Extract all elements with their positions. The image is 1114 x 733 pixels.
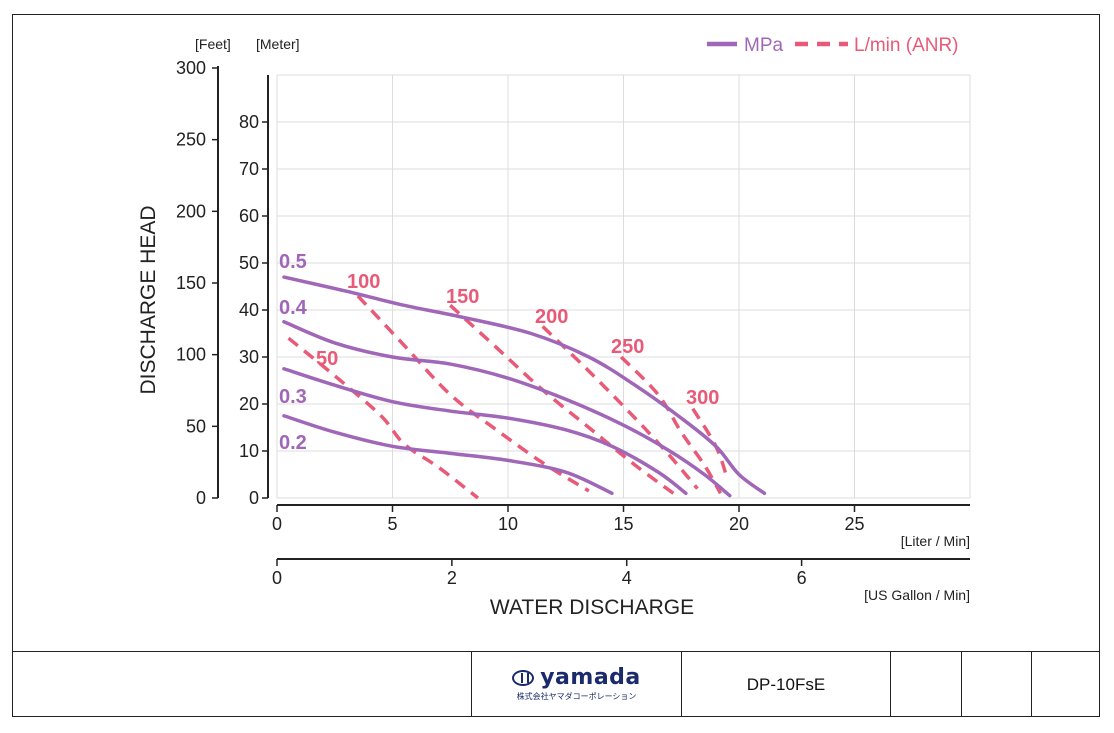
pressure-label-0.3: 0.3 xyxy=(279,386,307,408)
gallon-unit-label: [US Gallon / Min] xyxy=(864,587,970,603)
empty-cell xyxy=(1031,652,1100,717)
pressure-line-0.2 xyxy=(282,414,614,496)
pressure-label-0.5: 0.5 xyxy=(279,251,307,273)
logo-word: yamada xyxy=(540,665,641,690)
airflow-line-150 xyxy=(449,304,678,498)
logo-cell: yamada 株式会社ヤマダコーポレーション xyxy=(471,652,681,717)
legend-airflow-label: L/min (ANR) xyxy=(854,35,959,56)
pressure-line-0.5 xyxy=(282,275,767,496)
feet-tick-label: 300 xyxy=(176,58,206,78)
feet-tick-label: 0 xyxy=(196,488,206,508)
meter-tick-label: 0 xyxy=(249,488,259,508)
model-number: DP-10FsE xyxy=(681,652,890,717)
feet-tick-label: 200 xyxy=(176,201,206,221)
airflow-label-50: 50 xyxy=(316,348,338,370)
empty-cell xyxy=(890,652,961,717)
logo-subtitle: 株式会社ヤマダコーポレーション xyxy=(516,692,637,701)
feet-tick-label: 150 xyxy=(176,273,206,293)
airflow-line-200 xyxy=(541,325,699,490)
pressure-line-0.3 xyxy=(282,367,688,496)
meter-tick-label: 30 xyxy=(239,347,259,367)
feet-tick-label: 100 xyxy=(176,345,206,365)
meter-tick-label: 20 xyxy=(239,394,259,414)
liter-tick-label: 10 xyxy=(498,514,518,534)
logo: yamada xyxy=(512,667,641,689)
liter-tick-label: 0 xyxy=(272,514,282,534)
meter-tick-label: 10 xyxy=(239,441,259,461)
title-block: yamada 株式会社ヤマダコーポレーション DP-10FsE xyxy=(12,651,1100,717)
x-axis-title: WATER DISCHARGE xyxy=(490,596,694,619)
airflow-label-200: 200 xyxy=(535,306,568,328)
feet-unit-label: [Feet] xyxy=(195,36,231,52)
feet-tick-label: 250 xyxy=(176,130,206,150)
legend-mpa-label: MPa xyxy=(744,35,784,56)
meter-tick-label: 80 xyxy=(239,112,259,132)
empty-cell xyxy=(961,652,1031,717)
pressure-label-0.4: 0.4 xyxy=(279,297,308,319)
airflow-label-250: 250 xyxy=(611,336,644,358)
liter-tick-label: 15 xyxy=(613,514,633,534)
airflow-label-300: 300 xyxy=(686,387,719,409)
pressure-label-0.2: 0.2 xyxy=(279,432,307,454)
meter-unit-label: [Meter] xyxy=(256,36,300,52)
airflow-line-50 xyxy=(287,336,480,500)
airflow-label-150: 150 xyxy=(446,286,479,308)
gallon-tick-label: 4 xyxy=(622,568,632,588)
y-axis-title: DISCHARGE HEAD xyxy=(137,205,160,394)
yamada-mark-icon xyxy=(512,670,535,686)
chart-frame xyxy=(12,14,1100,717)
airflow-label-100: 100 xyxy=(347,271,380,293)
feet-tick-label: 50 xyxy=(186,416,206,436)
liter-tick-label: 20 xyxy=(729,514,749,534)
airflow-line-250 xyxy=(619,355,723,495)
pressure-line-0.4 xyxy=(282,320,732,498)
gallon-tick-label: 0 xyxy=(272,568,282,588)
meter-tick-label: 70 xyxy=(239,159,259,179)
gallon-tick-label: 6 xyxy=(797,568,807,588)
liter-tick-label: 5 xyxy=(387,514,397,534)
liter-tick-label: 25 xyxy=(844,514,864,534)
meter-tick-label: 60 xyxy=(239,206,259,226)
gallon-tick-label: 2 xyxy=(447,568,457,588)
meter-tick-label: 40 xyxy=(239,300,259,320)
liter-unit-label: [Liter / Min] xyxy=(901,533,970,549)
meter-tick-label: 50 xyxy=(239,253,259,273)
